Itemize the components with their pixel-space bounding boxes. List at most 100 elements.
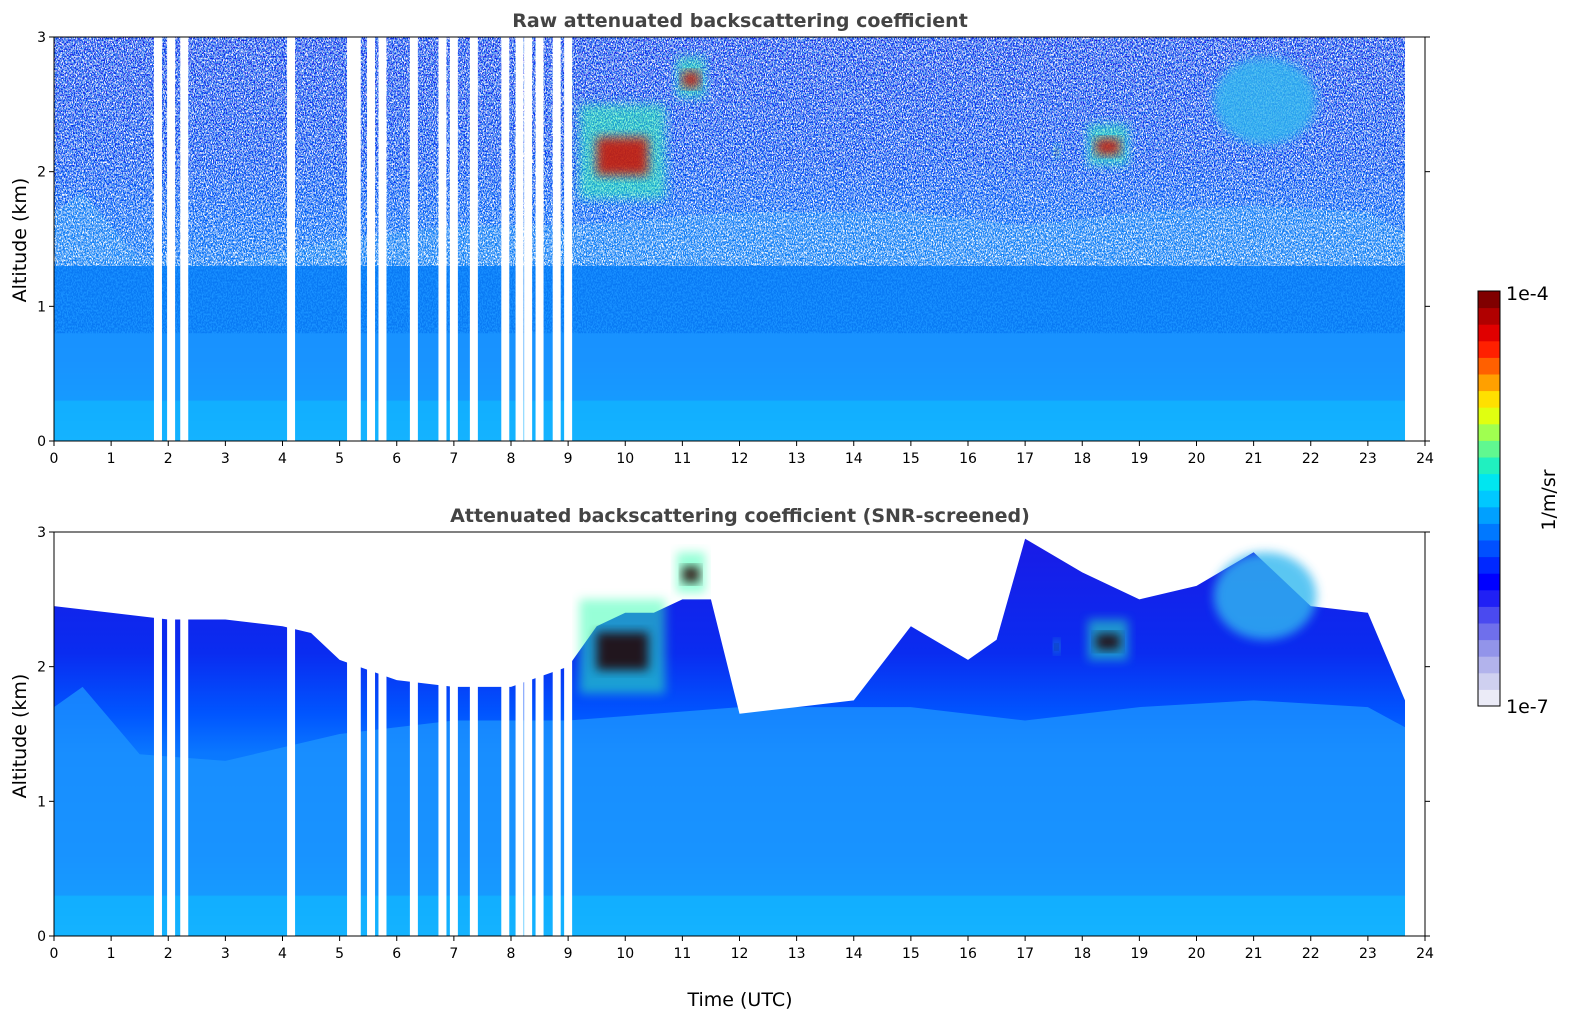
missing-profile-gap	[378, 532, 387, 936]
x-tick-label: 15	[902, 451, 920, 467]
colorbar-step	[1478, 623, 1500, 641]
x-tick-label: 7	[449, 946, 458, 962]
missing-profile-gap	[167, 37, 176, 441]
x-tick-label: 4	[278, 451, 287, 467]
snr-screened-panel: Attenuated backscattering coefficient (S…	[9, 505, 1434, 1011]
x-tick-label: 18	[1073, 451, 1091, 467]
colorbar-step	[1478, 490, 1500, 508]
missing-profile-gap	[153, 532, 162, 936]
x-tick-label: 22	[1302, 451, 1320, 467]
y-tick-label: 2	[37, 165, 46, 181]
x-tick-label: 3	[221, 946, 230, 962]
aerosol-layer	[1213, 57, 1317, 145]
x-tick-label: 12	[731, 946, 749, 962]
colorbar-step	[1478, 457, 1500, 475]
x-tick-label: 9	[564, 451, 573, 467]
missing-profile-gap	[535, 532, 544, 936]
x-tick-label: 21	[1245, 946, 1263, 962]
raw-panel-title: Raw attenuated backscattering coefficien…	[512, 10, 968, 32]
missing-profile-gap	[524, 37, 533, 441]
x-tick-label: 19	[1130, 451, 1148, 467]
x-tick-label: 9	[564, 946, 573, 962]
missing-profile-gap	[409, 532, 418, 936]
x-tick-label: 5	[335, 946, 344, 962]
x-tick-label: 21	[1245, 451, 1263, 467]
colorbar-step	[1478, 407, 1500, 425]
surface-layer	[54, 400, 1406, 441]
missing-profile-gap	[352, 37, 361, 441]
y-tick-label: 0	[37, 434, 46, 450]
missing-profile-gap	[564, 532, 573, 936]
colorbar-step	[1478, 656, 1500, 674]
cloud-core	[1054, 644, 1059, 650]
missing-profile-gap	[515, 37, 524, 441]
y-tick-label: 3	[37, 525, 46, 541]
x-tick-label: 22	[1302, 946, 1320, 962]
screened-y-axis-label: Altitude (km)	[9, 674, 31, 799]
missing-profile-gap	[352, 532, 361, 936]
colorbar-step	[1478, 291, 1500, 309]
missing-profile-gap	[438, 532, 447, 936]
x-tick-label: 1	[107, 451, 116, 467]
cloud-core	[1095, 138, 1120, 155]
x-tick-label: 10	[616, 946, 634, 962]
colorbar-step	[1478, 473, 1500, 491]
x-tick-label: 19	[1130, 946, 1148, 962]
colorbar-step	[1478, 340, 1500, 358]
missing-profile-gap	[449, 37, 458, 441]
x-tick-label: 11	[673, 946, 691, 962]
cloud-core	[1095, 633, 1120, 650]
raw-backscatter-panel: Raw attenuated backscattering coefficien…	[9, 10, 1434, 467]
x-tick-label: 12	[731, 451, 749, 467]
missing-profile-gap	[438, 37, 447, 441]
x-tick-label: 0	[50, 946, 59, 962]
colorbar-step	[1478, 506, 1500, 524]
colorbar-step	[1478, 540, 1500, 558]
x-tick-label: 2	[164, 946, 173, 962]
colorbar-step	[1478, 357, 1500, 375]
missing-profile-gap	[449, 532, 458, 936]
y-tick-label: 1	[37, 299, 46, 315]
x-tick-label: 1	[107, 946, 116, 962]
colorbar-step	[1478, 556, 1500, 574]
missing-profile-gap	[167, 532, 176, 936]
x-tick-label: 24	[1416, 946, 1434, 962]
x-tick-label: 11	[673, 451, 691, 467]
x-tick-label: 17	[1016, 946, 1034, 962]
x-tick-label: 6	[392, 451, 401, 467]
x-tick-label: 17	[1016, 451, 1034, 467]
x-tick-label: 4	[278, 946, 287, 962]
x-tick-label: 20	[1188, 946, 1206, 962]
noise-speckle-dark	[54, 37, 1406, 334]
raw-y-axis-label: Altitude (km)	[9, 178, 31, 303]
y-tick-label: 2	[37, 660, 46, 676]
x-tick-label: 7	[449, 451, 458, 467]
y-tick-label: 1	[37, 794, 46, 810]
boundary-layer	[54, 686, 1406, 936]
missing-profile-gap	[180, 37, 189, 441]
colorbar-unit-label: 1/m/sr	[1538, 469, 1560, 530]
x-tick-label: 24	[1416, 451, 1434, 467]
x-tick-label: 10	[616, 451, 634, 467]
colorbar-step	[1478, 523, 1500, 541]
colorbar-frame	[1477, 290, 1501, 707]
x-tick-label: 8	[507, 946, 516, 962]
missing-profile-gap	[287, 532, 296, 936]
colorbar-step	[1478, 440, 1500, 458]
missing-profile-gap	[378, 37, 387, 441]
screened-out-region	[54, 532, 1425, 714]
missing-profile-gap	[515, 532, 524, 936]
x-tick-label: 20	[1188, 451, 1206, 467]
missing-profile-gap	[469, 532, 478, 936]
missing-profile-gap	[287, 37, 296, 441]
colorbar-step	[1478, 423, 1500, 441]
x-tick-label: 13	[788, 946, 806, 962]
colorbar-step	[1478, 324, 1500, 342]
x-tick-label: 14	[845, 946, 863, 962]
missing-profile-gap	[367, 532, 376, 936]
x-tick-label: 13	[788, 451, 806, 467]
missing-profile-gap	[501, 37, 510, 441]
missing-profile-gap	[564, 37, 573, 441]
colorbar-scale	[1478, 291, 1500, 707]
missing-profile-gap	[535, 37, 544, 441]
